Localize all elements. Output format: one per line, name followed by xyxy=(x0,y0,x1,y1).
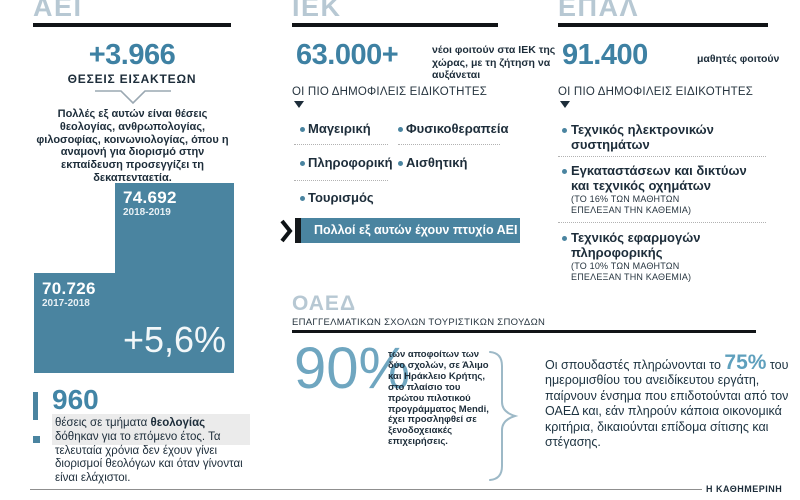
iek-item-aisthitiki: Αισθητική xyxy=(406,155,468,170)
iek-item-mageiriki: Μαγειρική xyxy=(308,121,371,136)
alert-text-post: δόθηκαν για το επόμενο έτος. Τα τελευταί… xyxy=(55,430,243,485)
section-rule-oaed xyxy=(292,330,756,333)
dotted-divider xyxy=(294,144,388,145)
footer-credit: Η ΚΑΘΗΜΕΡΙΝΗ xyxy=(706,484,783,494)
iek-stat-label: νέοι φοιτούν στα ΙΕΚ της χώρας, με τη ζή… xyxy=(432,44,556,82)
iek-list-title: ΟΙ ΠΙΟ ΔΗΜΟΦΙΛΕΙΣ ΕΙΔΙΚΟΤΗΤΕΣ xyxy=(292,86,488,98)
bullet-icon xyxy=(300,161,305,166)
triangle-down-icon xyxy=(294,101,304,108)
dotted-divider xyxy=(558,222,766,223)
dotted-divider xyxy=(294,180,388,181)
bullet-icon xyxy=(562,169,567,174)
bar-curr-years: 2018-2019 xyxy=(123,207,171,218)
epal-item-2: Εγκαταστάσεων και δικτύων και τεχνικός ο… xyxy=(571,163,747,193)
aei-stat: +3.966 xyxy=(88,39,176,71)
epal-item-1: Τεχνικός ηλεκτρονικών συστημάτων xyxy=(571,122,714,152)
epal-stat-label: μαθητές φοιτούν xyxy=(697,53,780,65)
epal-item-3-caption: (ΤΟ 10% ΤΩΝ ΜΑΘΗΤΩΝ ΕΠΕΛΕΞΑΝ ΤΗΝ ΚΑΘΕΜΙΑ… xyxy=(571,261,692,282)
dotted-divider xyxy=(558,156,766,157)
exclamation-dot-icon xyxy=(33,436,40,443)
brace-right-icon xyxy=(489,351,519,481)
bullet-icon xyxy=(300,196,305,201)
bullet-icon xyxy=(300,127,305,132)
iek-stat: 63.000+ xyxy=(296,39,399,71)
banner-accent-bar xyxy=(295,218,301,243)
alert-highlight-box xyxy=(52,414,250,445)
oaed-subtitle: ΕΠΑΓΓΕΛΜΑΤΙΚΩΝ ΣΧΟΛΩΝ ΤΟΥΡΙΣΤΙΚΩΝ ΣΠΟΥΔΩ… xyxy=(292,317,546,328)
bullet-icon xyxy=(562,128,567,133)
down-bracket-icon xyxy=(95,90,171,105)
bullet-icon xyxy=(398,127,403,132)
epal-stat: 91.400 xyxy=(562,39,648,71)
oaed-note: Οι σπουδαστές πληρώνονται το 75% του ημε… xyxy=(545,352,793,450)
epal-list-title: ΟΙ ΠΙΟ ΔΗΜΟΦΙΛΕΙΣ ΕΙΔΙΚΟΤΗΤΕΣ xyxy=(558,86,754,98)
section-title-aei: ΑΕΙ xyxy=(33,0,83,22)
bullet-icon xyxy=(398,161,403,166)
triangle-down-icon xyxy=(560,101,570,108)
oaed-note-post: του ημερομισθίου του ανειδίκευτου εργάτη… xyxy=(545,358,789,450)
bar-2017-2018 xyxy=(34,273,115,373)
chevron-right-icon xyxy=(280,219,293,243)
oaed-stat: 90% xyxy=(294,336,411,401)
section-title-epal: ΕΠΑΛ xyxy=(558,0,640,22)
aei-note: Πολλές εξ αυτών είναι θέσεις θεολογίας, … xyxy=(36,108,229,184)
bar-prev-years: 2017-2018 xyxy=(42,298,90,309)
epal-item-2-caption: (ΤΟ 16% ΤΩΝ ΜΑΘΗΤΩΝ ΕΠΕΛΕΞΑΝ ΤΗΝ ΚΑΘΕΜΙΑ… xyxy=(571,194,692,215)
oaed-note-stat: 75% xyxy=(724,351,767,374)
exclamation-icon xyxy=(33,392,38,420)
bar-curr-value: 74.692 xyxy=(123,188,177,207)
bar-2018-2019 xyxy=(115,183,234,373)
section-title-iek: ΙΕΚ xyxy=(292,0,342,22)
aei-stat-label: ΘΕΣΕΙΣ ΕΙΣΑΚΤΕΩΝ xyxy=(67,72,197,86)
iek-item-fysikotherapeia: Φυσικοθεραπεία xyxy=(406,121,509,136)
iek-banner: Πολλοί εξ αυτών έχουν πτυχίο ΑΕΙ xyxy=(301,218,520,243)
bullet-icon xyxy=(562,236,567,241)
epal-item-3: Τεχνικός εφαρμογών πληροφορικής xyxy=(571,230,701,260)
aei-alert-text: θέσεις σε τμήματα θεολογίας δόθηκαν για … xyxy=(55,417,245,486)
section-title-oaed: ΟΑΕΔ xyxy=(292,292,357,315)
section-rule-iek xyxy=(292,23,498,27)
iek-item-pliroforiki: Πληροφορική xyxy=(308,155,393,170)
oaed-stat-text: των αποφοίτων των δύο σχολών, σε Άλιμο κ… xyxy=(388,349,489,448)
section-rule-aei xyxy=(33,23,231,27)
iek-item-tourismos: Τουρισμός xyxy=(308,190,374,205)
oaed-note-pre: Οι σπουδαστές πληρώνονται το xyxy=(545,358,725,372)
bar-prev-value: 70.726 xyxy=(42,279,96,298)
bar-change-label: +5,6% xyxy=(122,319,227,360)
dotted-divider xyxy=(398,144,500,145)
aei-alert-stat: 960 xyxy=(52,384,99,415)
section-rule-epal xyxy=(558,23,768,27)
alert-text-bold: θεολογίας xyxy=(150,417,206,429)
alert-text-pre: θέσεις σε τμήματα xyxy=(55,417,151,429)
footer-rule xyxy=(30,489,702,490)
